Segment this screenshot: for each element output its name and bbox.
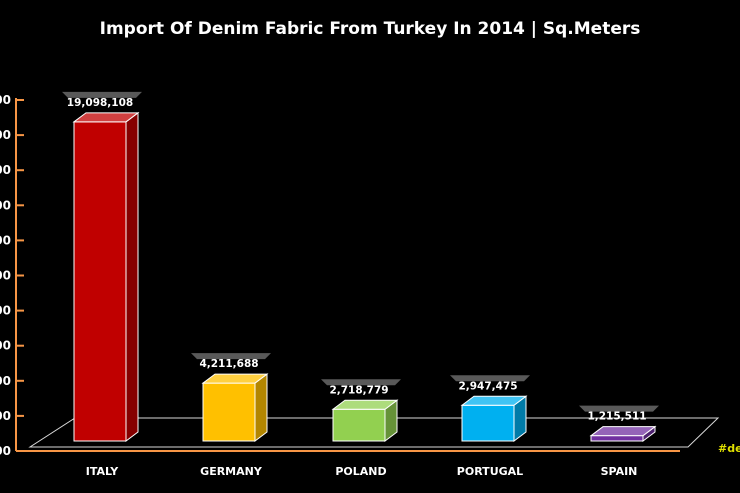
y-tick-label: 00 — [0, 409, 11, 423]
bars-group: 19,098,108 4,211,688 2,718,779 2,947,475 1,2… — [62, 91, 659, 442]
data-label: 19,098,108 — [67, 97, 133, 109]
bar-germany: 4,211,688 — [191, 353, 271, 442]
bar-front — [202, 382, 256, 442]
y-tick-label: 00 — [0, 374, 11, 388]
y-tick-label: 00 — [0, 444, 11, 458]
data-label-tab — [191, 353, 271, 360]
category-label: POLAND — [335, 465, 386, 478]
bar-portugal: 2,947,475 — [450, 375, 530, 442]
y-tick-label: 00 — [0, 304, 11, 318]
bar-front — [332, 408, 386, 442]
y-tick-label: 00 — [0, 269, 11, 283]
data-label: 4,211,688 — [199, 358, 258, 370]
bar-top — [201, 373, 269, 384]
y-tick-label: 00 — [0, 339, 11, 353]
bar-top — [72, 112, 140, 123]
bar-side — [254, 373, 268, 442]
data-label-tab — [450, 375, 530, 382]
y-axis: 00 00 00 00 00 00 00 00 00 00 00 — [0, 93, 680, 458]
category-label: ITALY — [86, 465, 120, 478]
data-label: 2,947,475 — [458, 380, 517, 392]
data-label-tab — [62, 91, 142, 98]
category-label: SPAIN — [601, 465, 638, 478]
watermark-text: #de — [718, 442, 740, 455]
bar-front — [461, 404, 515, 442]
bar-top — [331, 399, 399, 410]
category-label: GERMANY — [200, 465, 263, 478]
y-tick-label: 00 — [0, 198, 11, 212]
y-tick-label: 00 — [0, 128, 11, 142]
bar-side — [125, 111, 139, 442]
data-label-tab — [321, 379, 401, 386]
data-label-tab — [579, 405, 659, 412]
bar-spain: 1,215,511 — [579, 405, 659, 442]
bar-front — [590, 435, 644, 442]
bar-top — [460, 395, 528, 406]
bar-poland: 2,718,779 — [321, 379, 401, 442]
bar-italy: 19,098,108 — [62, 91, 142, 442]
bar-front — [73, 121, 127, 442]
y-tick-label: 00 — [0, 93, 11, 107]
data-label: 2,718,779 — [329, 384, 388, 396]
category-labels: ITALY GERMANY POLAND PORTUGAL SPAIN — [86, 465, 638, 478]
y-tick-label: 00 — [0, 233, 11, 247]
bar-top — [589, 426, 657, 437]
chart-title: Import Of Denim Fabric From Turkey In 20… — [100, 19, 641, 39]
data-label: 1,215,511 — [587, 411, 646, 423]
y-tick-label: 00 — [0, 163, 11, 177]
category-label: PORTUGAL — [457, 465, 523, 478]
